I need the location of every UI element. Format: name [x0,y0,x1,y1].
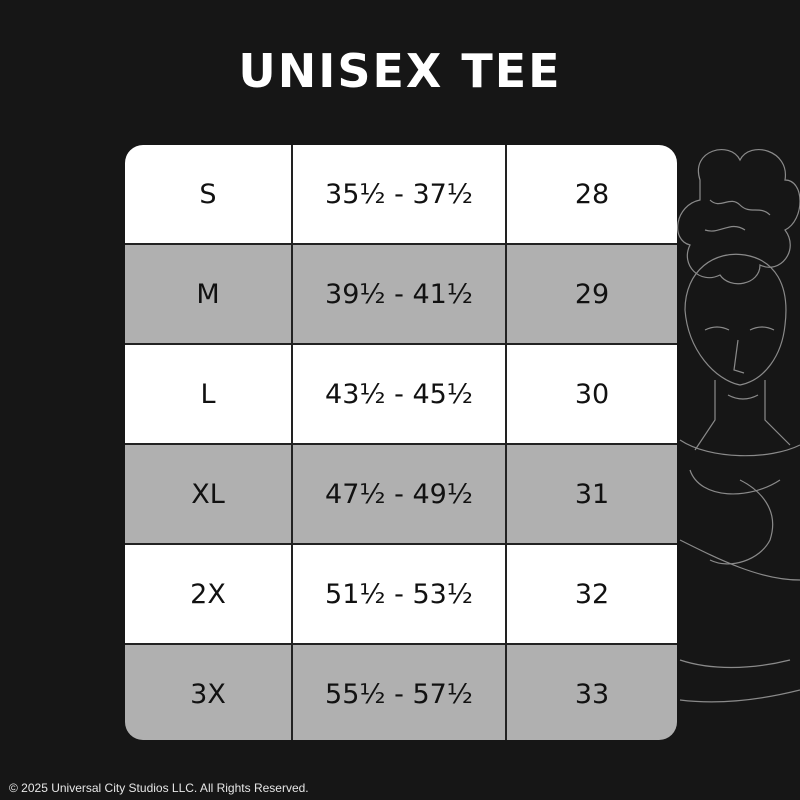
table-row: L 43½ - 45½ 30 [125,345,677,445]
size-cell: XL [125,445,293,543]
chest-cell: 43½ - 45½ [293,345,507,443]
size-cell: S [125,145,293,243]
copyright-notice: © 2025 Universal City Studios LLC. All R… [9,781,309,795]
page-title: UNISEX TEE [238,44,562,98]
table-row: 2X 51½ - 53½ 32 [125,545,677,645]
size-cell: 2X [125,545,293,643]
size-cell: M [125,245,293,343]
length-cell: 29 [507,245,677,343]
length-cell: 28 [507,145,677,243]
length-cell: 30 [507,345,677,443]
bride-of-frankenstein-line-art [677,149,800,703]
chest-cell: 39½ - 41½ [293,245,507,343]
table-row: 3X 55½ - 57½ 33 [125,645,677,740]
size-cell: L [125,345,293,443]
length-cell: 33 [507,645,677,740]
size-cell: 3X [125,645,293,740]
table-row: M 39½ - 41½ 29 [125,245,677,345]
table-row: XL 47½ - 49½ 31 [125,445,677,545]
length-cell: 32 [507,545,677,643]
chest-cell: 47½ - 49½ [293,445,507,543]
chest-cell: 55½ - 57½ [293,645,507,740]
chest-cell: 51½ - 53½ [293,545,507,643]
table-row: S 35½ - 37½ 28 [125,145,677,245]
size-chart-table: S 35½ - 37½ 28 M 39½ - 41½ 29 L 43½ - 45… [125,145,677,740]
chest-cell: 35½ - 37½ [293,145,507,243]
length-cell: 31 [507,445,677,543]
